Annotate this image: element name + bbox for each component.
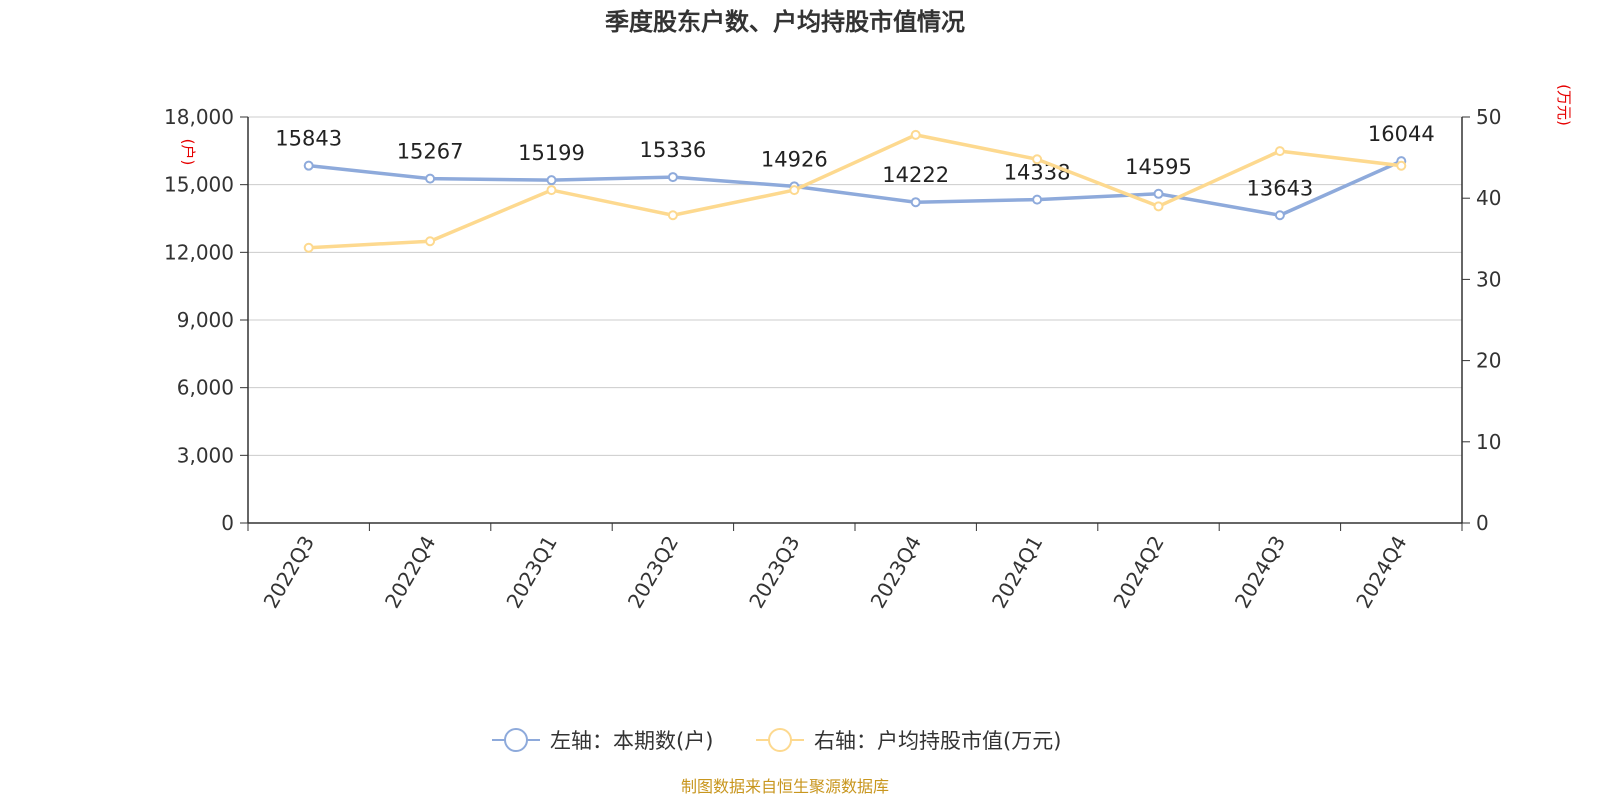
data-point <box>667 210 678 221</box>
data-point <box>1396 160 1407 171</box>
left-axis-tick-label: 9,000 <box>177 308 234 332</box>
x-axis-tick-label: 2022Q3 <box>259 532 319 613</box>
x-axis-tick-label: 2024Q4 <box>1351 532 1411 613</box>
source-note: 制图数据来自恒生聚源数据库 <box>681 777 889 796</box>
data-label: 14338 <box>1004 161 1071 185</box>
right-axis-tick-label: 30 <box>1476 267 1501 291</box>
left-axis-tick-label: 3,000 <box>177 443 234 467</box>
data-point <box>303 242 314 253</box>
data-point <box>1274 146 1285 157</box>
x-axis-tick-label: 2023Q1 <box>501 532 561 613</box>
left-axis-tick-label: 12,000 <box>164 240 234 264</box>
grid <box>248 116 1462 456</box>
x-axis-tick-label: 2023Q3 <box>744 532 804 613</box>
left-axis-tick-label: 0 <box>221 511 234 535</box>
data-label: 15336 <box>639 138 706 162</box>
data-point <box>910 197 921 208</box>
data-point <box>425 173 436 184</box>
chart-title: 季度股东户数、户均持股市值情况 <box>605 8 965 36</box>
x-axis-tick-label: 2023Q4 <box>866 532 926 613</box>
data-point <box>546 175 557 186</box>
data-label: 14926 <box>761 147 828 171</box>
legend-marker <box>504 728 528 752</box>
data-point <box>1153 188 1164 199</box>
x-axis-tick-label: 2022Q4 <box>380 532 440 613</box>
legend-label: 左轴：本期数(户) <box>550 729 713 753</box>
x-axis-tick-label: 2023Q2 <box>623 532 683 613</box>
left-axis-tick-label: 18,000 <box>164 105 234 129</box>
data-point <box>1032 154 1043 165</box>
data-point <box>1153 201 1164 212</box>
data-point <box>910 129 921 140</box>
data-point <box>546 185 557 196</box>
legend-label: 右轴：户均持股市值(万元) <box>814 729 1061 753</box>
data-label: 14222 <box>882 163 949 187</box>
data-label: 15199 <box>518 141 585 165</box>
right-axis-tick-label: 20 <box>1476 349 1501 373</box>
data-point <box>303 160 314 171</box>
data-label: 13643 <box>1246 176 1313 200</box>
data-label: 14595 <box>1125 155 1192 179</box>
data-point <box>667 172 678 183</box>
left-axis-tick-label: 15,000 <box>164 173 234 197</box>
x-axis-tick-label: 2024Q3 <box>1230 532 1290 613</box>
series-line-2 <box>308 133 1402 250</box>
legend-marker <box>768 728 792 752</box>
data-label: 15843 <box>275 127 342 151</box>
right-axis-tick-label: 40 <box>1476 186 1501 210</box>
right-axis-tick-label: 0 <box>1476 511 1489 535</box>
data-point <box>1274 210 1285 221</box>
series-line-1 <box>308 159 1403 218</box>
right-axis-tick-label: 50 <box>1476 105 1501 129</box>
data-point <box>789 185 800 196</box>
data-label: 16044 <box>1368 122 1435 146</box>
data-label: 15267 <box>397 140 464 164</box>
data-point <box>425 236 436 247</box>
data-point <box>1032 194 1043 205</box>
series-layer: 15843 15267 15199 15336 14926 14222 14338 14595… <box>275 122 1435 253</box>
left-axis-tick-label: 6,000 <box>177 376 234 400</box>
right-axis-tick-label: 10 <box>1476 430 1501 454</box>
x-axis-tick-label: 2024Q2 <box>1108 532 1168 613</box>
right-axis-unit: (万元) <box>1555 84 1573 126</box>
left-axis-unit: (户) <box>179 139 197 166</box>
legend[interactable]: 左轴：本期数(户) 右轴：户均持股市值(万元) <box>492 728 1061 753</box>
x-axis-tick-label: 2024Q1 <box>987 532 1047 613</box>
